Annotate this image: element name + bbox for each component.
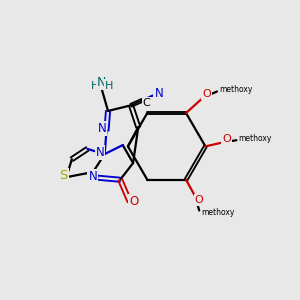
- Text: O: O: [202, 89, 211, 99]
- Text: N: N: [154, 87, 163, 100]
- Text: S: S: [59, 169, 68, 182]
- Text: O: O: [130, 195, 139, 208]
- Text: N: N: [88, 169, 97, 183]
- Text: methoxy: methoxy: [239, 134, 272, 143]
- Text: H: H: [105, 80, 113, 91]
- Text: methoxy: methoxy: [202, 208, 235, 217]
- Text: methoxy: methoxy: [219, 85, 253, 94]
- Text: O: O: [222, 134, 231, 144]
- Text: H: H: [91, 80, 99, 91]
- Text: C: C: [142, 98, 150, 108]
- Text: N: N: [96, 146, 104, 159]
- Text: O: O: [195, 195, 204, 205]
- Text: N: N: [98, 122, 106, 135]
- Text: N: N: [97, 76, 106, 89]
